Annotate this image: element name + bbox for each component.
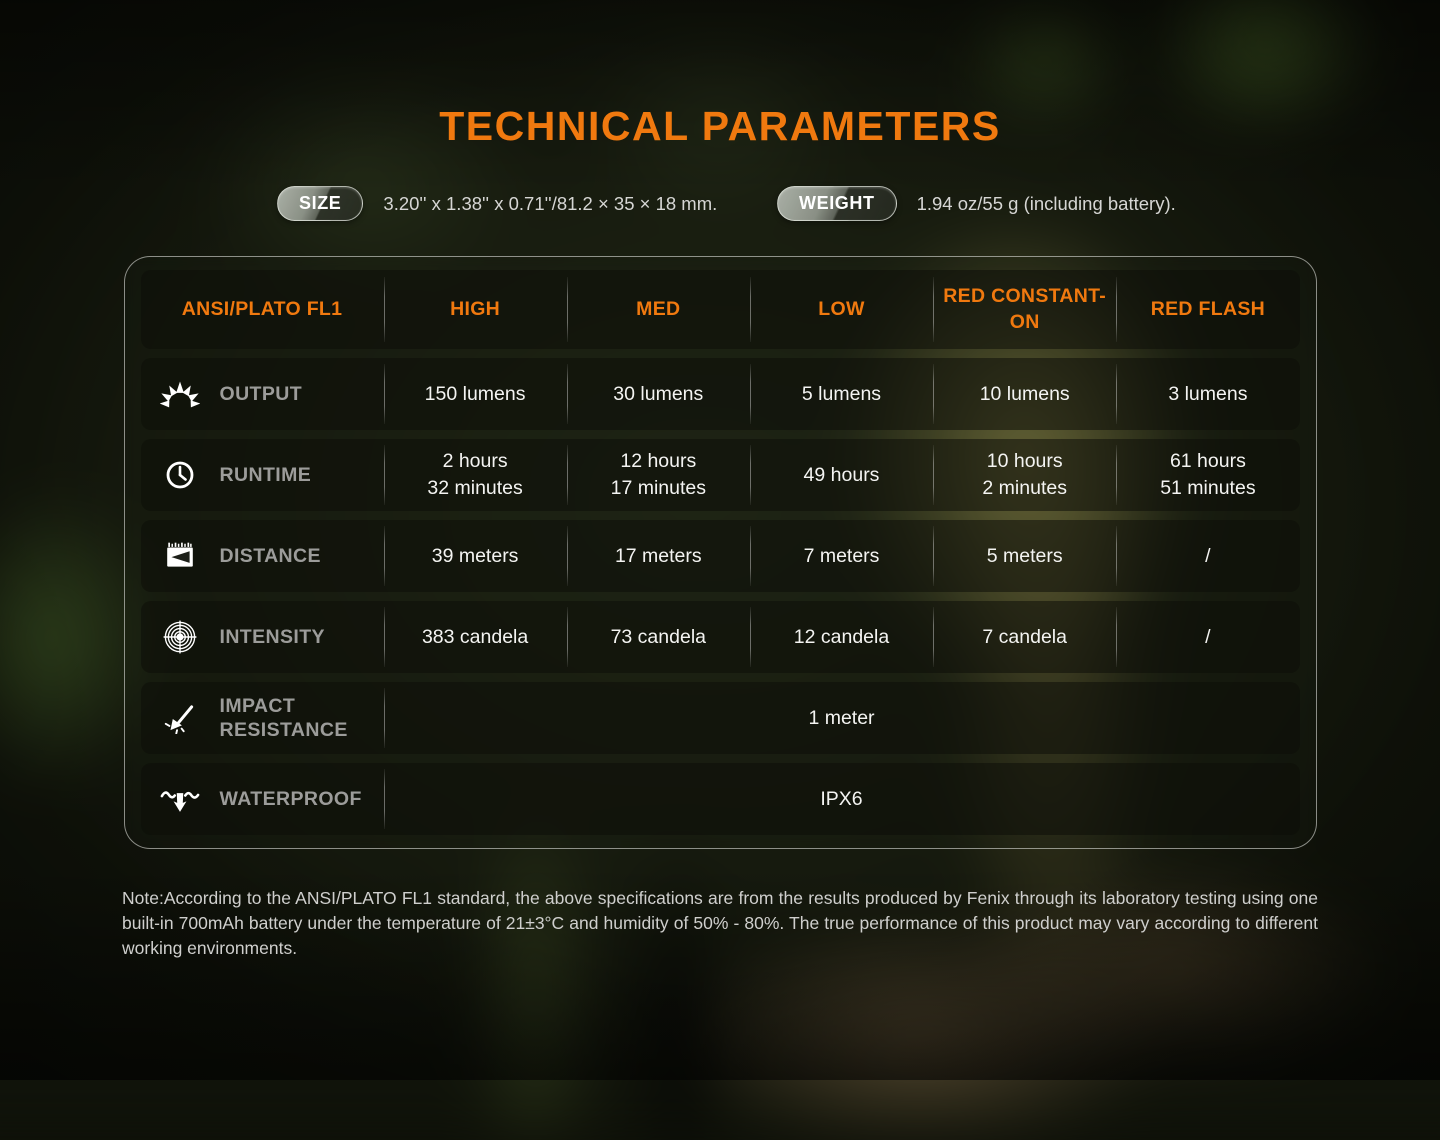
note-text: Note:According to the ANSI/PLATO FL1 sta… bbox=[122, 888, 1318, 958]
intensity-red-constant: 7 candela bbox=[933, 601, 1116, 673]
header-low: LOW bbox=[749, 270, 933, 349]
runtime-red-flash: 61 hours 51 minutes bbox=[1116, 439, 1299, 511]
distance-low: 7 meters bbox=[749, 520, 933, 592]
size-badge-label: SIZE bbox=[299, 193, 342, 213]
runtime-med: 12 hours 17 minutes bbox=[566, 439, 750, 511]
impact-label-cell: IMPACT RESISTANCE bbox=[141, 682, 384, 754]
waterproof-value: IPX6 bbox=[383, 763, 1300, 835]
output-icon bbox=[157, 377, 203, 411]
weight-badge-label: WEIGHT bbox=[799, 193, 875, 213]
row-label: IMPACT RESISTANCE bbox=[219, 694, 348, 741]
header-red-flash: RED FLASH bbox=[1116, 270, 1299, 349]
page-title: TECHNICAL PARAMETERS bbox=[439, 103, 1001, 149]
intensity-label-cell: INTENSITY bbox=[141, 601, 384, 673]
intensity-target-icon bbox=[157, 619, 203, 655]
spec-table: ANSI/PLATO FL1 HIGH MED LOW RED CONSTANT… bbox=[123, 256, 1317, 849]
row-label: DISTANCE bbox=[219, 544, 321, 567]
size-spec: SIZE 3.20'' x 1.38'' x 0.71''/81.2 × 35 … bbox=[277, 186, 717, 221]
impact-resistance-icon bbox=[157, 702, 203, 734]
row-label: RUNTIME bbox=[219, 463, 312, 486]
table-row-intensity: INTENSITY 383 candela 73 candela 12 cand… bbox=[140, 601, 1300, 673]
table-row-output: OUTPUT 150 lumens 30 lumens 5 lumens 10 … bbox=[140, 358, 1300, 430]
size-value: 3.20'' x 1.38'' x 0.71''/81.2 × 35 × 18 … bbox=[383, 192, 718, 214]
weight-value: 1.94 oz/55 g (including battery). bbox=[916, 192, 1176, 214]
table-row-waterproof: WATERPROOF IPX6 bbox=[140, 763, 1300, 835]
table-row-runtime: RUNTIME 2 hours 32 minutes 12 hours 17 m… bbox=[140, 439, 1300, 511]
size-badge: SIZE bbox=[277, 186, 364, 221]
header-high: HIGH bbox=[383, 270, 567, 349]
impact-resistance-value: 1 meter bbox=[383, 682, 1300, 754]
row-label: WATERPROOF bbox=[219, 787, 362, 810]
row-label: INTENSITY bbox=[219, 625, 325, 648]
page-content: TECHNICAL PARAMETERS SIZE 3.20'' x 1.38'… bbox=[0, 103, 1440, 958]
intensity-red-flash: / bbox=[1116, 601, 1299, 673]
runtime-high: 2 hours 32 minutes bbox=[383, 439, 567, 511]
size-weight-strip: SIZE 3.20'' x 1.38'' x 0.71''/81.2 × 35 … bbox=[0, 186, 1440, 222]
runtime-label-cell: RUNTIME bbox=[141, 439, 384, 511]
intensity-low: 12 candela bbox=[749, 601, 933, 673]
weight-spec: WEIGHT 1.94 oz/55 g (including battery). bbox=[777, 186, 1176, 221]
output-low: 5 lumens bbox=[749, 358, 933, 430]
table-row-distance: DISTANCE 39 meters 17 meters 7 meters 5 … bbox=[140, 520, 1300, 592]
output-red-constant: 10 lumens bbox=[933, 358, 1116, 430]
distance-beam-icon bbox=[157, 540, 203, 572]
row-label: OUTPUT bbox=[219, 382, 303, 405]
output-high: 150 lumens bbox=[383, 358, 567, 430]
waterproof-splash-icon bbox=[157, 785, 203, 813]
distance-label-cell: DISTANCE bbox=[141, 520, 384, 592]
header-red-constant-on: RED CONSTANT-ON bbox=[933, 270, 1116, 349]
runtime-clock-icon bbox=[157, 458, 203, 492]
waterproof-label-cell: WATERPROOF bbox=[141, 763, 384, 835]
distance-med: 17 meters bbox=[566, 520, 750, 592]
runtime-red-constant: 10 hours 2 minutes bbox=[933, 439, 1116, 511]
table-header-row: ANSI/PLATO FL1 HIGH MED LOW RED CONSTANT… bbox=[140, 270, 1300, 349]
output-red-flash: 3 lumens bbox=[1116, 358, 1299, 430]
output-label-cell: OUTPUT bbox=[141, 358, 384, 430]
header-med: MED bbox=[566, 270, 750, 349]
intensity-high: 383 candela bbox=[383, 601, 567, 673]
intensity-med: 73 candela bbox=[566, 601, 750, 673]
output-med: 30 lumens bbox=[566, 358, 750, 430]
weight-badge: WEIGHT bbox=[777, 186, 897, 221]
distance-red-flash: / bbox=[1116, 520, 1299, 592]
header-ansi-plato-fl1: ANSI/PLATO FL1 bbox=[181, 297, 343, 320]
table-row-impact-resistance: IMPACT RESISTANCE 1 meter bbox=[140, 682, 1300, 754]
runtime-low: 49 hours bbox=[749, 439, 933, 511]
distance-high: 39 meters bbox=[383, 520, 567, 592]
distance-red-constant: 5 meters bbox=[933, 520, 1116, 592]
